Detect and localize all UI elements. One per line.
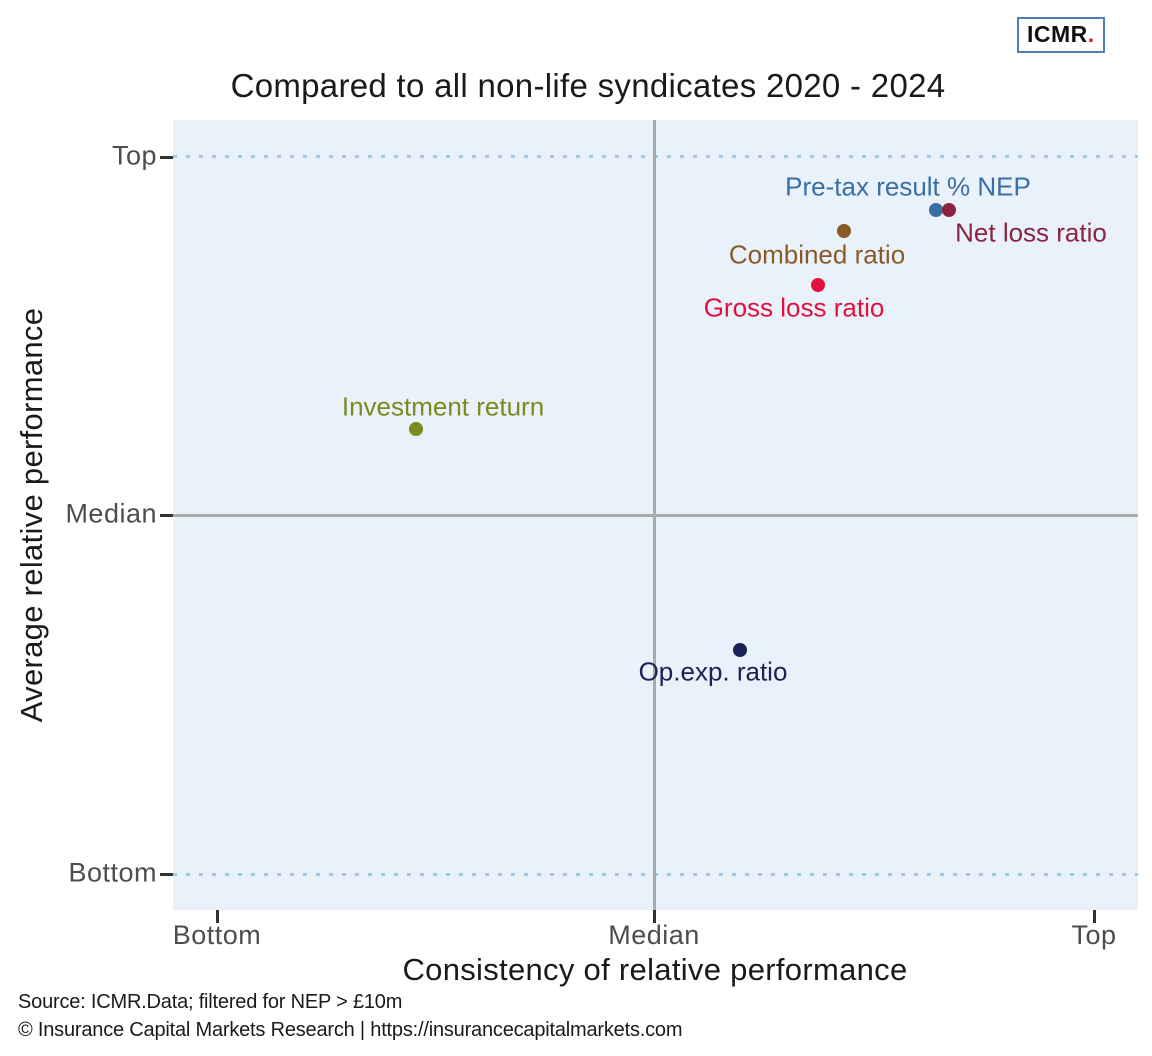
data-point-gross-loss-ratio (811, 278, 825, 292)
source-line-2: © Insurance Capital Markets Research | h… (18, 1019, 683, 1041)
data-point-label-gross-loss-ratio: Gross loss ratio (703, 292, 885, 323)
data-point-label-investment-return: Investment return (341, 391, 545, 422)
y-axis-title: Average relative performance (14, 307, 49, 723)
data-point-net-loss-ratio (942, 203, 956, 217)
x-tick-label-top: Top (1071, 920, 1117, 950)
y-tick-mark-median (160, 514, 173, 517)
data-point-combined-ratio (837, 224, 851, 238)
data-point-label-op-exp-ratio: Op.exp. ratio (638, 656, 788, 687)
x-tick-label-bottom: Bottom (172, 920, 262, 950)
data-point-op-exp-ratio (733, 643, 747, 657)
source-line-1: Source: ICMR.Data; filtered for NEP > £1… (18, 991, 403, 1013)
gridline-median-vertical (653, 120, 656, 910)
chart-title: Compared to all non-life syndicates 2020… (230, 67, 946, 104)
plot-area (173, 120, 1138, 910)
icmr-logo-dot: . (1087, 21, 1095, 47)
data-point-label-pre-tax-result-nep: Pre-tax result % NEP (785, 171, 1031, 202)
icmr-logo: ICMR. (1017, 17, 1105, 53)
y-tick-mark-top (160, 156, 173, 159)
data-point-label-net-loss-ratio: Net loss ratio (955, 217, 1107, 248)
y-tick-label-top: Top (111, 140, 157, 171)
data-point-label-combined-ratio: Combined ratio (728, 239, 906, 270)
x-tick-label-median: Median (608, 920, 700, 950)
icmr-logo-text: ICMR (1027, 21, 1088, 47)
data-point-investment-return (409, 422, 423, 436)
x-axis-title: Consistency of relative performance (402, 952, 908, 987)
data-point-pre-tax-result-nep (929, 203, 943, 217)
y-tick-label-median: Median (65, 498, 157, 529)
y-tick-mark-bottom (160, 873, 173, 876)
x-tick-mark-top (1093, 910, 1096, 923)
y-tick-label-bottom: Bottom (68, 857, 157, 888)
x-tick-mark-bottom (216, 910, 219, 923)
x-tick-mark-median (653, 910, 656, 923)
